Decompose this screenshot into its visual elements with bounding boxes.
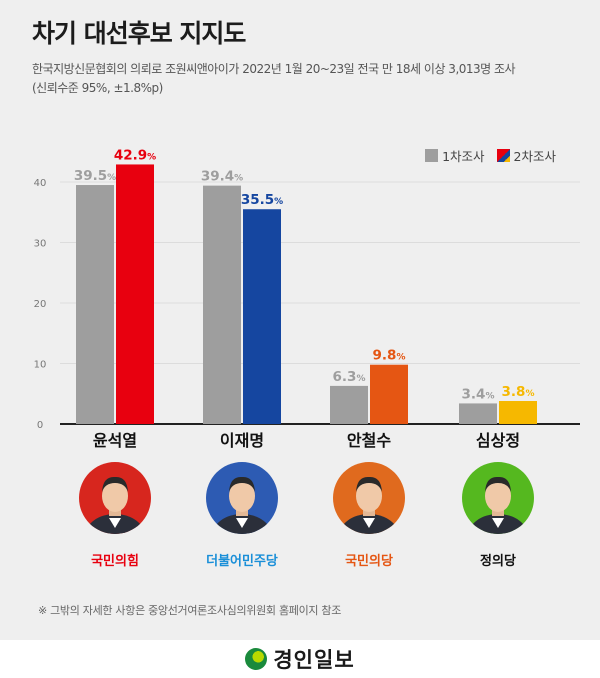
- value-label-second-round: 42.9%: [114, 147, 156, 163]
- value-label-first-round: 6.3%: [333, 369, 366, 385]
- legend-swatch-second: [496, 149, 510, 162]
- candidate-photo: [79, 462, 151, 534]
- candidate-photo: [333, 462, 405, 534]
- category-label: 이재명: [220, 431, 264, 450]
- bar-first-round: [203, 185, 241, 424]
- value-label-first-round: 3.4%: [462, 386, 495, 402]
- footer: 경인일보: [0, 640, 600, 678]
- value-label-second-round: 35.5%: [241, 192, 283, 208]
- footnote: ※ 그밖의 자세한 사항은 중앙선거여론조사심의위원회 홈페이지 참조: [38, 604, 342, 617]
- legend: 1차조사 2차조사: [425, 146, 556, 165]
- bar-chart: 0 10 20 30 40 39.5% 42.9% 윤석열 39.4% 35.5% 이재명 6.3% 9…: [34, 147, 580, 450]
- bar-second-round: [370, 364, 408, 424]
- y-tick-label: 10: [34, 360, 47, 371]
- survey-description: 한국지방신문협회의 의뢰로 조원씨앤아이가 2022년 1월 20~23일 전국…: [32, 62, 516, 76]
- brand-logo-icon: [245, 648, 268, 670]
- bar-second-round: [243, 209, 281, 424]
- value-label-second-round: 3.8%: [502, 384, 535, 400]
- category-label: 안철수: [347, 431, 391, 450]
- y-tick-label: 20: [34, 299, 47, 310]
- party-name: 국민의힘: [91, 554, 139, 569]
- bar-first-round: [459, 403, 497, 424]
- chart-title: 차기 대선후보 지지도: [32, 19, 246, 48]
- legend-item-first: 1차조사: [425, 146, 485, 165]
- y-tick-label: 0: [37, 420, 43, 431]
- category-label: 심상정: [476, 431, 520, 450]
- y-tick-label: 40: [34, 178, 47, 189]
- brand-name: 경인일보: [273, 648, 355, 672]
- legend-item-second: 2차조사: [496, 146, 556, 165]
- value-label-first-round: 39.4%: [201, 169, 243, 185]
- confidence-level: (신뢰수준 95%, ±1.8%p): [32, 81, 163, 95]
- bar-second-round: [116, 164, 154, 424]
- category-label: 윤석열: [93, 431, 137, 450]
- legend-label-second: 2차조사: [513, 149, 556, 164]
- value-label-first-round: 39.5%: [74, 168, 116, 184]
- party-name: 더불어민주당: [206, 554, 278, 569]
- bar-second-round: [499, 401, 537, 424]
- party-name: 국민의당: [345, 554, 393, 569]
- candidate-photo: [206, 462, 278, 534]
- y-tick-label: 30: [34, 239, 47, 250]
- chart-card: 차기 대선후보 지지도 한국지방신문협회의 의뢰로 조원씨앤아이가 2022년 …: [0, 0, 600, 640]
- bar-first-round: [330, 385, 368, 424]
- legend-swatch-first: [425, 149, 439, 162]
- bar-first-round: [76, 185, 114, 424]
- party-name: 정의당: [480, 554, 516, 569]
- legend-label-first: 1차조사: [442, 149, 485, 164]
- value-label-second-round: 9.8%: [373, 348, 406, 364]
- candidate-photo: [462, 462, 534, 534]
